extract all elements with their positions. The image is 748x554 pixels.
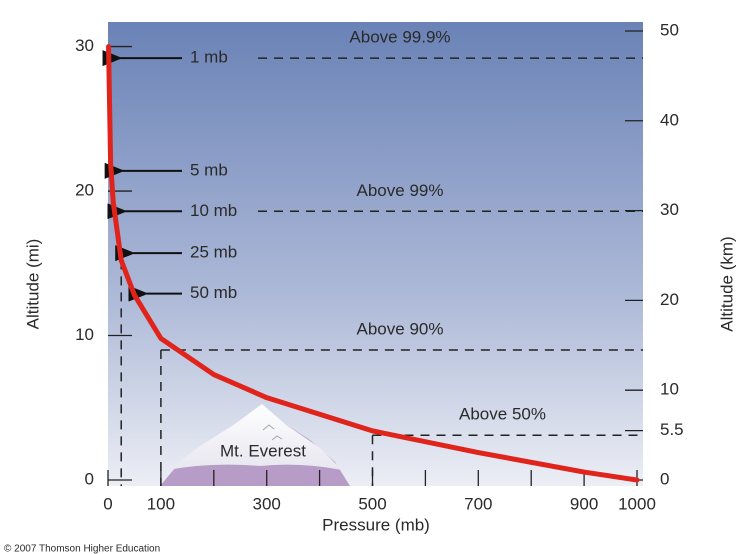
level-label: Above 99%	[357, 181, 444, 200]
y-tick-label: 20	[75, 181, 94, 200]
level-label: Above 50%	[459, 405, 546, 424]
pressure-label: 1 mb	[190, 48, 228, 67]
mountain	[160, 404, 350, 486]
pressure-curve	[106, 44, 640, 483]
y-tick-label: 10	[75, 325, 94, 344]
y2-tick-label: 50	[660, 20, 679, 39]
x-tick-label: 1000	[618, 494, 656, 513]
y2-tick-label: 0	[660, 469, 669, 488]
y-axis-label: Altitude (mi)	[23, 239, 42, 330]
y2-tick-label: 5.5	[660, 420, 684, 439]
credit: © 2007 Thomson Higher Education	[4, 544, 160, 554]
pressure-label: 10 mb	[190, 201, 237, 220]
y2-tick-label: 10	[660, 380, 679, 399]
plot-background	[108, 22, 643, 486]
x-tick-label: 0	[103, 494, 112, 513]
pressure-label: 5 mb	[190, 160, 228, 179]
x-axis-label: Pressure (mb)	[322, 515, 430, 534]
y2-tick-label: 40	[660, 110, 679, 129]
y2-tick-label: 30	[660, 200, 679, 219]
y-tick-label: 0	[85, 469, 94, 488]
x-tick-label: 100	[147, 494, 175, 513]
pressure-label: 25 mb	[190, 243, 237, 262]
y2-tick-label: 20	[660, 290, 679, 309]
x-tick-label: 900	[570, 494, 598, 513]
y2-axis-label: Altitude (km)	[717, 236, 736, 331]
x-tick-label: 500	[358, 494, 386, 513]
x-tick-label: 700	[464, 494, 492, 513]
mountain-label: Mt. Everest	[220, 441, 306, 460]
y-tick-label: 30	[75, 36, 94, 55]
level-label: Above 90%	[357, 319, 444, 338]
x-tick-label: 300	[253, 494, 281, 513]
mountain-snow	[168, 404, 342, 470]
pressure-label: 50 mb	[190, 283, 237, 302]
level-label: Above 99.9%	[349, 28, 450, 47]
mountain-detail	[262, 424, 283, 441]
